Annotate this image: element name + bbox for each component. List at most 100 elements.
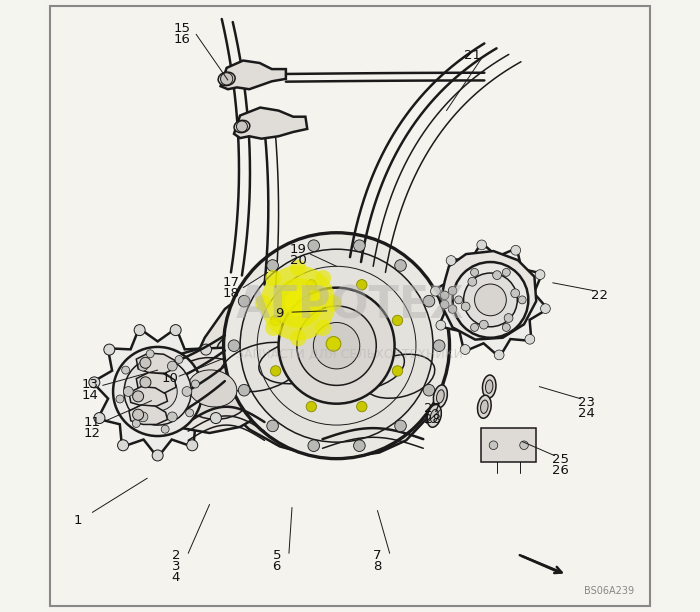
Circle shape [228,340,240,351]
Circle shape [238,296,250,307]
Circle shape [140,357,151,368]
Text: 13: 13 [82,378,99,390]
Polygon shape [158,348,271,433]
Text: 23: 23 [578,396,596,409]
Circle shape [122,366,130,374]
Circle shape [238,384,250,396]
Circle shape [290,259,307,276]
Circle shape [308,240,319,252]
Circle shape [132,409,144,420]
Circle shape [326,337,341,351]
Circle shape [270,315,281,326]
Text: 17: 17 [223,276,239,289]
Circle shape [433,340,445,351]
Circle shape [518,296,526,304]
Circle shape [430,286,440,296]
Circle shape [446,256,456,266]
Circle shape [260,266,335,340]
Circle shape [314,323,360,369]
Text: 21: 21 [463,49,481,62]
Circle shape [424,296,435,307]
Ellipse shape [486,380,493,394]
Circle shape [525,334,535,344]
Circle shape [210,412,221,424]
Circle shape [140,377,151,388]
FancyBboxPatch shape [482,428,536,462]
Circle shape [290,330,307,346]
Polygon shape [440,251,536,340]
Circle shape [273,278,323,328]
Circle shape [356,280,367,290]
Ellipse shape [433,385,447,408]
Polygon shape [433,242,547,357]
Circle shape [279,288,395,404]
Circle shape [297,306,377,386]
Circle shape [104,344,115,355]
Ellipse shape [477,395,491,418]
Circle shape [511,245,521,255]
Ellipse shape [234,121,250,133]
Circle shape [255,295,271,311]
Text: 18: 18 [223,287,239,300]
Circle shape [470,269,479,277]
Text: 6: 6 [272,559,281,573]
Circle shape [489,441,498,449]
Circle shape [138,412,148,422]
Polygon shape [220,61,286,89]
Circle shape [503,323,510,331]
Circle shape [306,280,316,290]
Circle shape [123,387,133,397]
Circle shape [146,350,154,358]
Polygon shape [209,295,400,430]
Polygon shape [129,387,167,406]
Ellipse shape [456,266,526,327]
Circle shape [267,259,279,271]
Circle shape [186,409,194,417]
Text: 14: 14 [82,389,99,401]
Circle shape [356,401,367,412]
Polygon shape [136,353,176,373]
Text: 4: 4 [172,570,180,584]
Circle shape [453,262,528,338]
Circle shape [480,320,488,329]
Circle shape [118,440,129,451]
Ellipse shape [427,405,442,427]
Circle shape [138,361,148,371]
Circle shape [436,320,446,330]
Circle shape [475,284,506,316]
Circle shape [116,395,124,403]
Circle shape [448,305,457,313]
Polygon shape [234,108,307,139]
Circle shape [463,273,517,327]
Text: 28: 28 [424,413,441,426]
Circle shape [170,324,181,335]
Polygon shape [129,405,167,425]
Text: ЗАПЧАСТИ ДЛЯ СЕЛЬХОЗТЕХНИКИ: ЗАПЧАСТИ ДЛЯ СЕЛЬХОЗТЕХНИКИ [237,348,463,361]
Text: 9: 9 [276,307,284,320]
Text: 11: 11 [84,416,101,428]
Text: 26: 26 [552,465,569,477]
Circle shape [132,419,140,427]
Text: 7: 7 [373,548,382,562]
Circle shape [182,387,192,397]
Polygon shape [136,373,176,393]
Circle shape [124,358,191,425]
Circle shape [354,440,365,452]
Text: 10: 10 [162,371,178,384]
Text: 19: 19 [290,244,307,256]
Text: 22: 22 [591,288,608,302]
Circle shape [448,286,457,295]
Circle shape [494,350,504,360]
Ellipse shape [481,400,488,414]
Text: 20: 20 [290,255,307,267]
Circle shape [540,304,550,313]
Circle shape [440,300,449,308]
Text: 15: 15 [174,21,190,35]
Circle shape [392,366,402,376]
Circle shape [161,425,169,433]
Circle shape [325,295,342,311]
Circle shape [511,289,519,297]
Circle shape [354,240,365,252]
Circle shape [455,296,463,304]
Ellipse shape [437,390,444,403]
